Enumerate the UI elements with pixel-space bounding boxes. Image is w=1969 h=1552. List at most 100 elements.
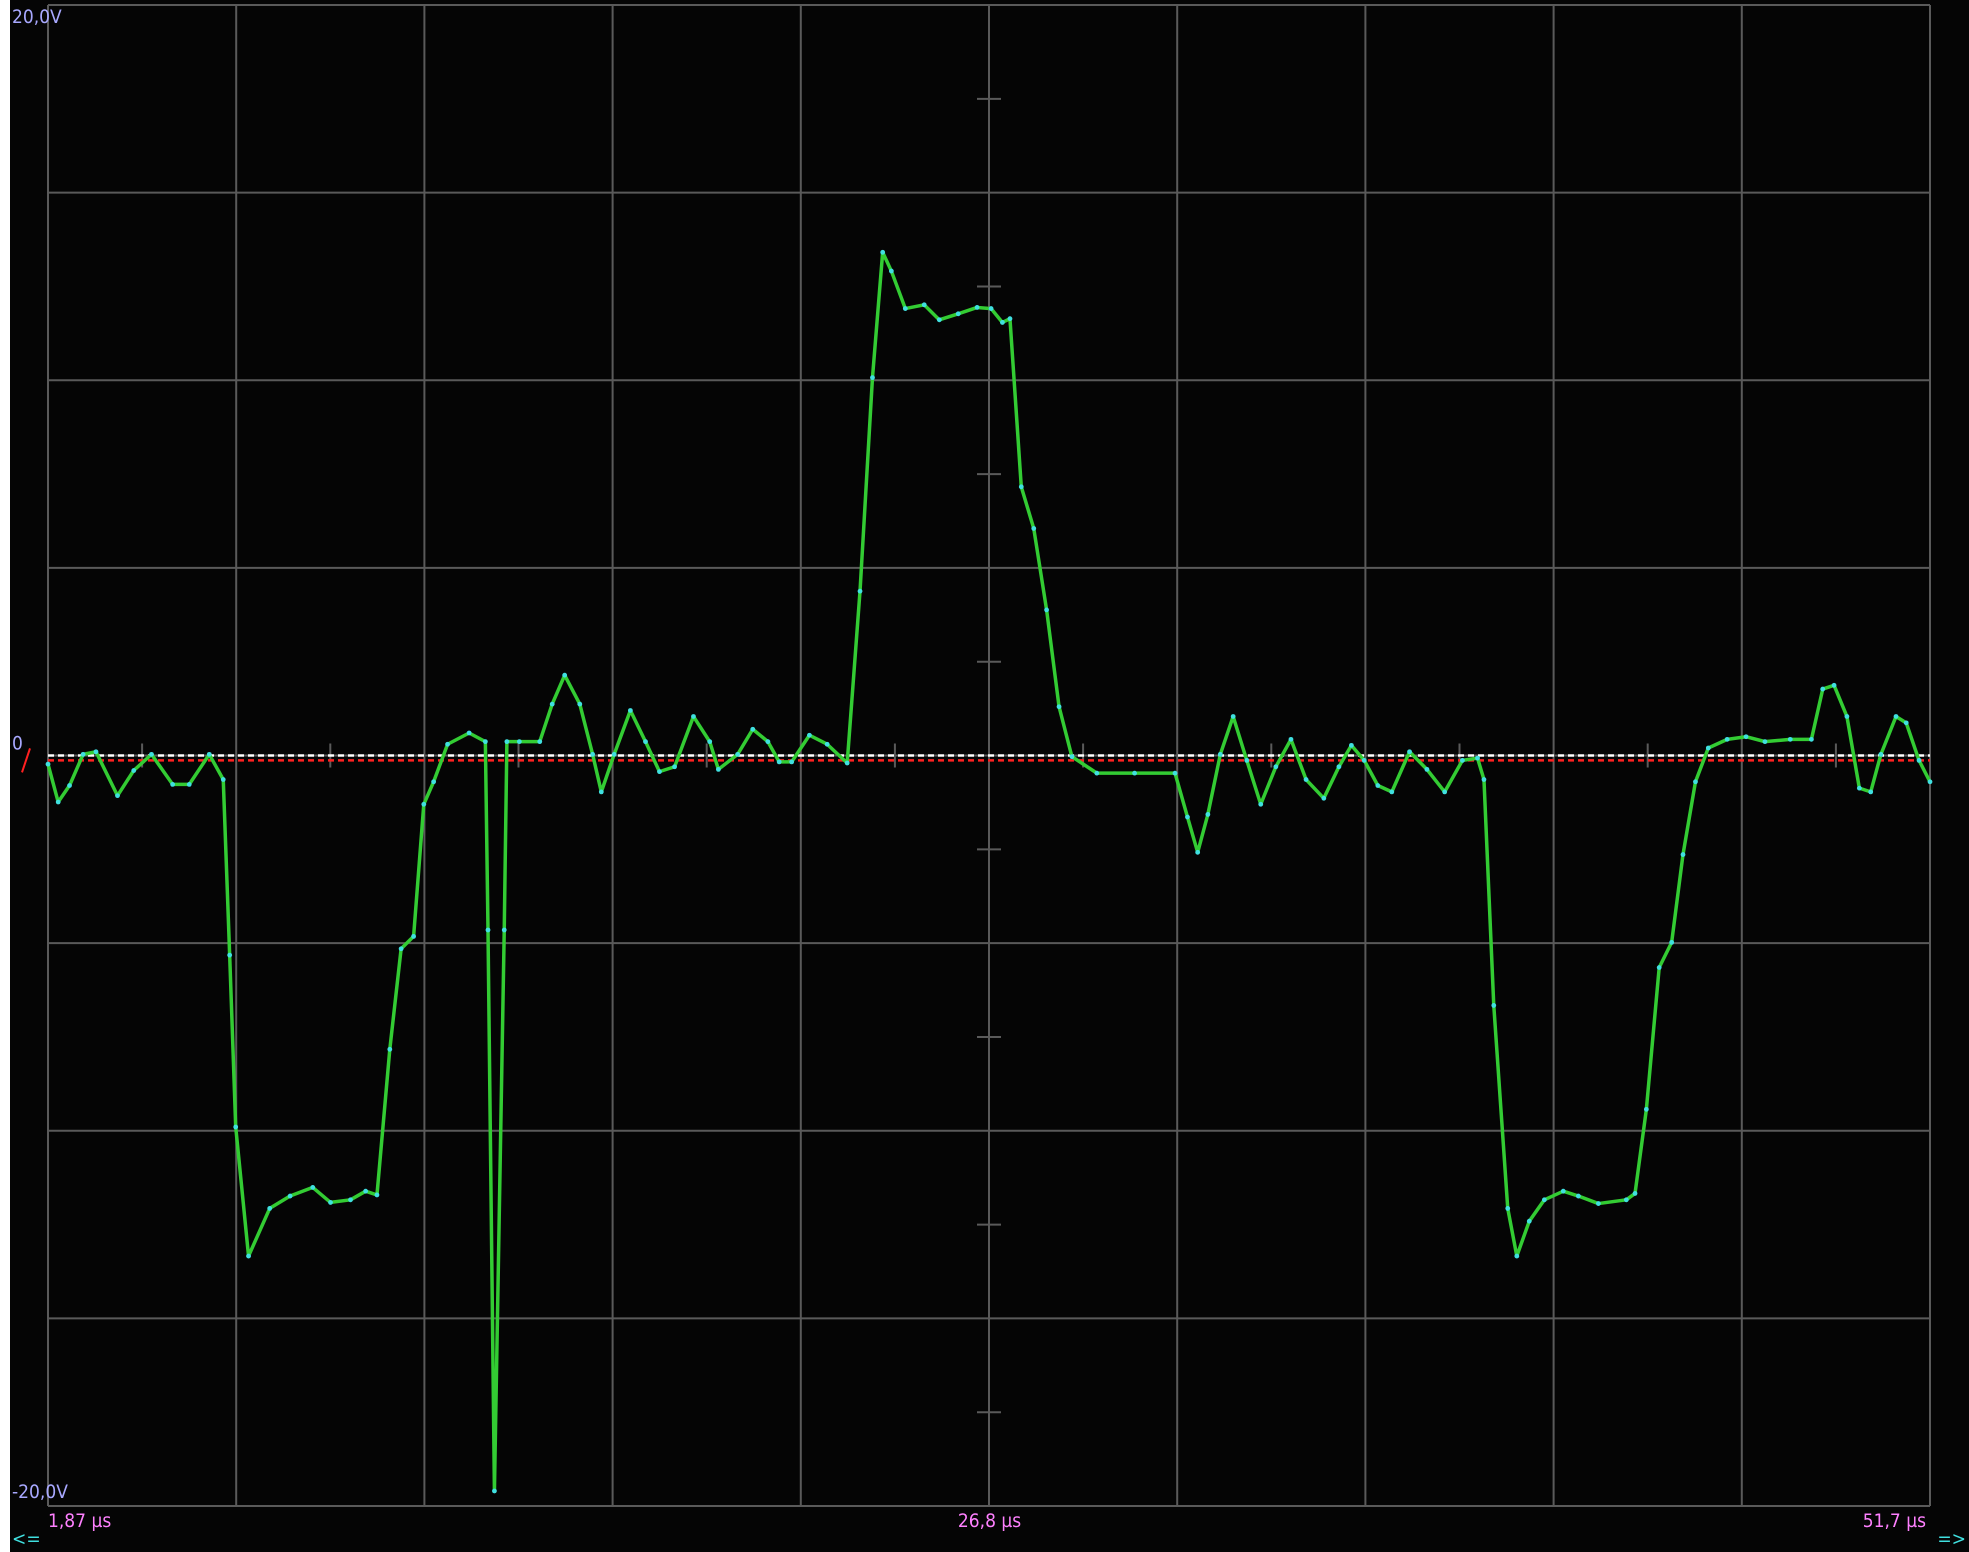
sample-point (206, 751, 212, 757)
sample-point (1031, 526, 1037, 531)
sample-point (1541, 1197, 1547, 1203)
sample-point (857, 588, 863, 594)
sample-point (1916, 757, 1922, 763)
sample-point (1044, 607, 1049, 613)
sample-point (1680, 852, 1686, 857)
sample-point (577, 701, 583, 707)
sample-point (1348, 742, 1354, 748)
sample-point (1424, 766, 1430, 772)
sample-point (657, 769, 662, 775)
sample-point (1762, 739, 1768, 745)
sample-point (1595, 1201, 1601, 1206)
sample-point (1893, 714, 1899, 719)
sample-point (672, 764, 677, 770)
sample-point (611, 751, 617, 757)
sample-point (1705, 745, 1711, 751)
sample-point (348, 1197, 353, 1203)
sample-point (1273, 764, 1279, 770)
sample-point (643, 739, 648, 745)
sample-point (1205, 812, 1211, 817)
sample-point (549, 701, 555, 707)
sample-point (1389, 789, 1395, 795)
sample-point (1844, 714, 1850, 719)
sample-point (1927, 779, 1933, 785)
sample-point (492, 1488, 497, 1494)
sample-point (1669, 939, 1675, 945)
sample-point (93, 749, 99, 755)
sample-point (1693, 779, 1698, 785)
sample-point (328, 1200, 333, 1205)
y-tick-label: 0 (12, 733, 23, 755)
sample-point (1575, 1193, 1581, 1199)
sample-point (936, 317, 942, 323)
x-tick-label: 1,87 µs (48, 1510, 111, 1532)
sample-point (1475, 755, 1480, 761)
sample-point (627, 708, 633, 713)
sample-point (1856, 785, 1862, 791)
trigger-marker (21, 748, 31, 773)
sample-point (1336, 764, 1342, 770)
sample-point (590, 751, 596, 757)
sample-point (246, 1253, 251, 1259)
sample-point (466, 730, 472, 736)
left-border (0, 0, 10, 1552)
sample-point (1809, 736, 1814, 742)
sample-point (45, 761, 51, 767)
sample-point (824, 741, 830, 747)
sample-point (1244, 757, 1250, 763)
sample-point (1407, 749, 1412, 755)
sample-point (1056, 704, 1062, 710)
scroll-left[interactable]: <= (12, 1528, 41, 1550)
sample-point (1481, 777, 1487, 782)
sample-point (715, 766, 721, 772)
sample-point (1185, 814, 1190, 820)
sample-point (220, 777, 226, 782)
sample-point (1560, 1188, 1566, 1194)
sample-point (431, 779, 437, 785)
sample-point (1656, 965, 1662, 970)
sample-point (387, 1046, 393, 1052)
scroll-right[interactable]: => (1937, 1528, 1966, 1550)
y-tick-label: 20,0V (12, 6, 62, 28)
sample-point (1195, 849, 1201, 855)
sample-point (115, 793, 120, 799)
sample-point (67, 783, 72, 788)
sample-point (880, 249, 886, 255)
sample-point (1303, 777, 1309, 782)
sample-point (363, 1188, 369, 1194)
sample-point (1442, 789, 1448, 795)
sample-point (921, 302, 927, 308)
sample-point (374, 1192, 380, 1198)
y-tick-label: -20,0V (12, 1481, 68, 1503)
sample-point (691, 714, 696, 719)
sample-point (1903, 720, 1909, 726)
sample-point (170, 781, 176, 787)
sample-point (598, 789, 604, 795)
sample-point (537, 739, 543, 745)
sample-point (287, 1193, 293, 1199)
sample-point (1069, 754, 1075, 760)
sample-point (1724, 736, 1730, 742)
sample-point (504, 739, 510, 745)
sample-point (1018, 484, 1024, 490)
sample-point (1743, 734, 1749, 740)
sample-point (844, 760, 850, 766)
sample-point (482, 739, 488, 745)
sample-point (1505, 1206, 1511, 1211)
sample-point (1321, 795, 1327, 801)
x-tick-label: 51,7 µs (1863, 1510, 1926, 1532)
sample-point (870, 375, 875, 381)
sample-point (888, 268, 894, 274)
sample-point (1526, 1218, 1532, 1224)
sample-point (186, 781, 192, 787)
sample-point (398, 946, 404, 952)
sample-point (974, 305, 980, 310)
sample-point (707, 739, 713, 745)
sample-point (1258, 801, 1264, 807)
sample-point (1000, 320, 1005, 325)
sample-point (1643, 1106, 1649, 1112)
sample-point (1007, 316, 1013, 322)
sample-point (1491, 1003, 1497, 1008)
sample-point (955, 311, 961, 317)
sample-point (902, 306, 908, 311)
